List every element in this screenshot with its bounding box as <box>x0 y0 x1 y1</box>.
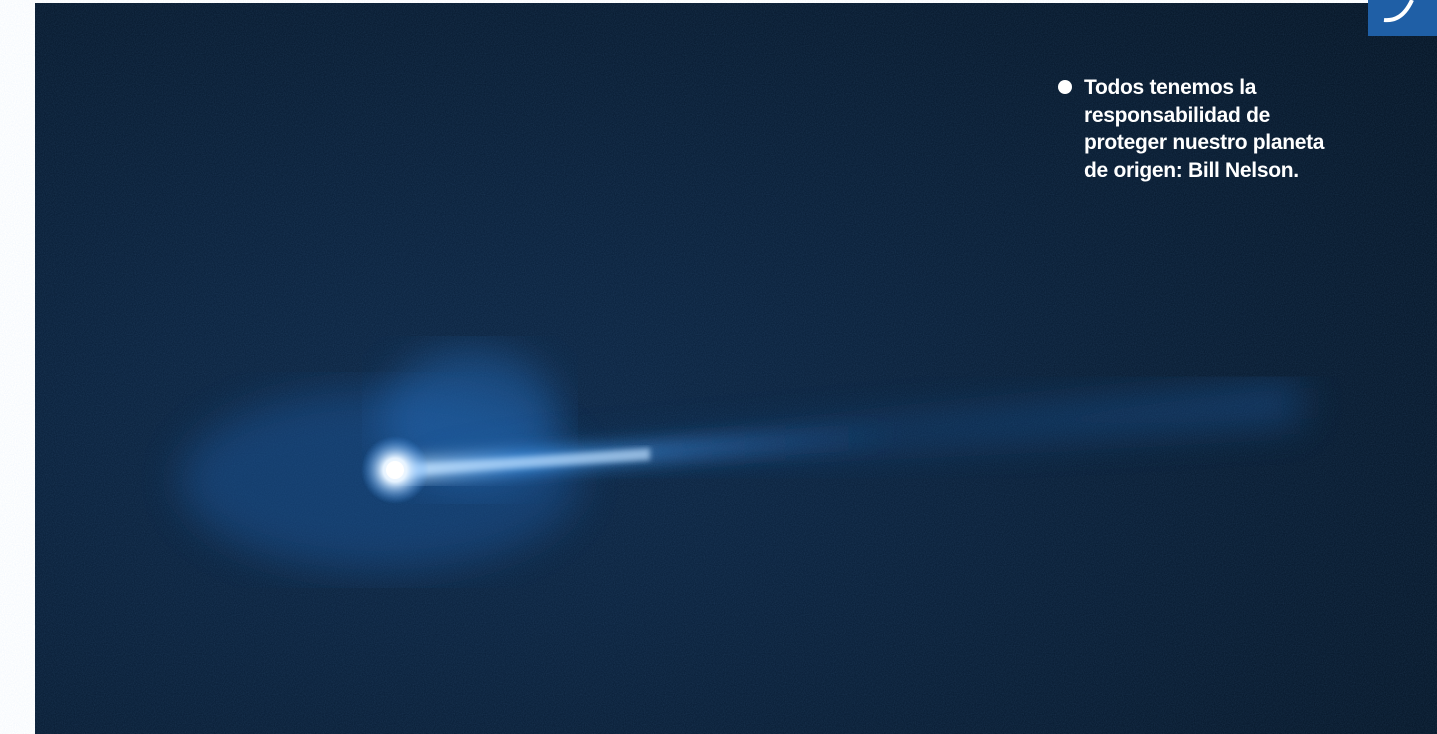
caption-line: Todos tenemos la <box>1084 74 1324 102</box>
caption: Todos tenemos la responsabilidad de prot… <box>1084 74 1324 184</box>
logo <box>1368 0 1437 36</box>
page: Todos tenemos la responsabilidad de prot… <box>0 0 1437 734</box>
caption-line: proteger nuestro planeta <box>1084 129 1324 157</box>
bullet <box>1058 80 1072 94</box>
caption-line: responsabilidad de <box>1084 102 1324 130</box>
caption-line: de origen: Bill Nelson. <box>1084 157 1324 185</box>
